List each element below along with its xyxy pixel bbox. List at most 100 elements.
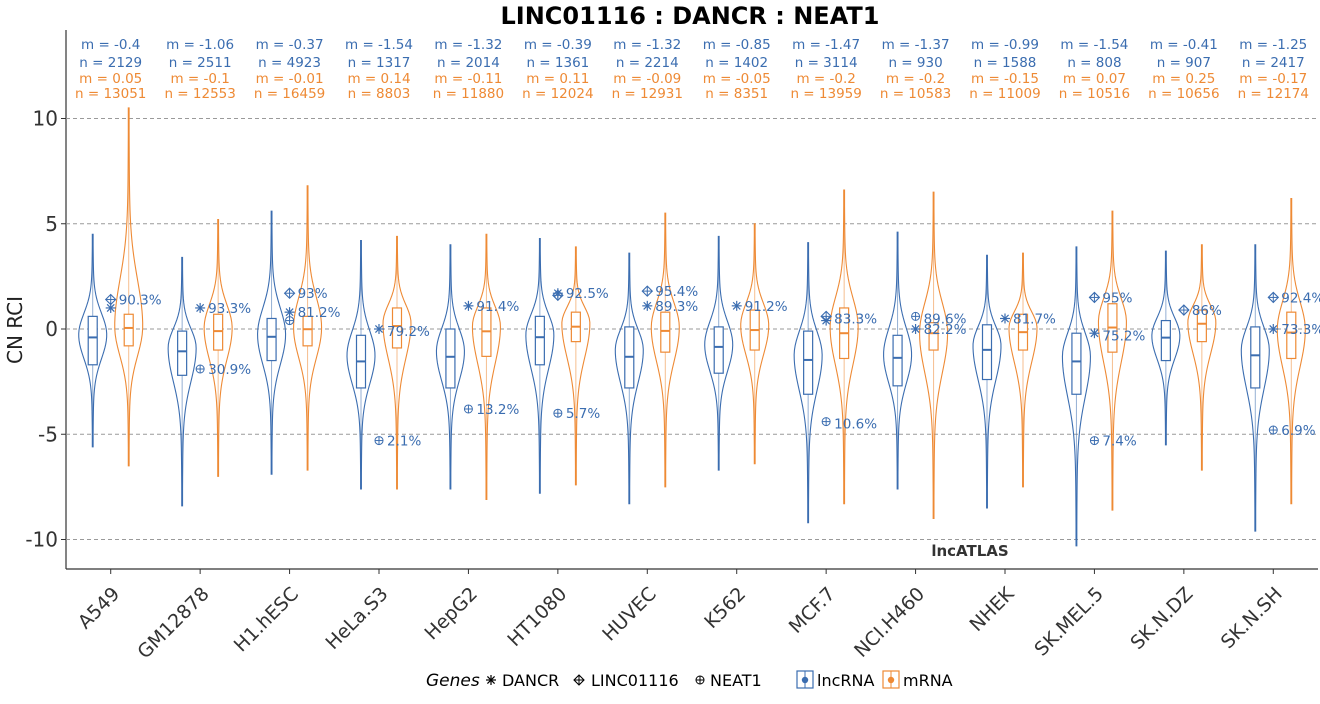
linc01116-marker bbox=[104, 293, 117, 306]
dancr-stroke bbox=[1090, 329, 1099, 338]
legend-title: Genes bbox=[426, 671, 480, 691]
dancr-marker bbox=[642, 300, 653, 311]
x-tick-label: SK.MEL.5 bbox=[1030, 583, 1108, 661]
mrna-box bbox=[928, 322, 939, 351]
stat-mrna-m: m = 0.25 bbox=[1152, 71, 1215, 87]
mrna-box bbox=[123, 313, 134, 347]
stat-mrna-n: n = 8803 bbox=[348, 86, 411, 102]
x-tick-label: HepG2 bbox=[421, 583, 482, 644]
legend-class-label: mRNA bbox=[903, 671, 953, 690]
stat-lnc-n: n = 1361 bbox=[526, 55, 589, 71]
stat-lnc-n: n = 808 bbox=[1067, 55, 1121, 71]
dancr-stroke bbox=[196, 303, 205, 312]
legend-key-dot bbox=[801, 676, 809, 684]
lncrna-box bbox=[1250, 326, 1261, 389]
stat-lnc-m: m = -0.4 bbox=[81, 37, 140, 53]
y-tick-label: 0 bbox=[45, 317, 58, 341]
legend-key-dot bbox=[887, 676, 895, 684]
x-tick-label: HUVEC bbox=[598, 583, 661, 646]
lncrna-violin bbox=[793, 242, 823, 524]
stat-lnc-m: m = -0.85 bbox=[703, 37, 771, 53]
neat1-marker bbox=[1089, 436, 1099, 446]
x-tick-label: SK.N.DZ bbox=[1126, 583, 1197, 654]
stat-lnc-n: n = 2511 bbox=[169, 55, 232, 71]
mrna-violin bbox=[919, 191, 949, 519]
stat-lnc-n: n = 1402 bbox=[705, 55, 768, 71]
linc01116-marker bbox=[1267, 291, 1280, 304]
neat1-marker bbox=[695, 675, 705, 685]
stat-mrna-n: n = 12174 bbox=[1238, 86, 1309, 102]
y-tick-label: -10 bbox=[25, 528, 58, 552]
neat1-marker bbox=[195, 364, 205, 374]
stat-lnc-n: n = 1317 bbox=[348, 55, 411, 71]
gene-percent-label: 73.3% bbox=[1281, 322, 1320, 338]
mrna-box bbox=[660, 311, 671, 353]
dancr-marker bbox=[374, 324, 384, 334]
gene-percent-label: 95% bbox=[1102, 290, 1132, 306]
gene-percent-label: 91.4% bbox=[476, 299, 519, 315]
y-tick-label: 10 bbox=[33, 107, 58, 131]
y-axis-label: CN RCI bbox=[3, 296, 27, 364]
mrna-box bbox=[302, 315, 313, 347]
gene-percent-label: 10.6% bbox=[834, 417, 877, 433]
gene-percent-label: 81.7% bbox=[1013, 311, 1056, 327]
stat-lnc-n: n = 2417 bbox=[1242, 55, 1305, 71]
neat1-marker bbox=[553, 408, 563, 418]
stat-mrna-m: m = -0.09 bbox=[613, 71, 681, 87]
stat-mrna-n: n = 13051 bbox=[75, 86, 146, 102]
neat1-marker bbox=[821, 417, 831, 427]
stat-lnc-m: m = -1.25 bbox=[1239, 37, 1307, 53]
stat-lnc-m: m = -1.32 bbox=[434, 37, 502, 53]
neat1-marker bbox=[911, 311, 921, 321]
dancr-stroke bbox=[1000, 314, 1010, 323]
gene-percent-label: 30.9% bbox=[208, 362, 251, 378]
linc01116-marker bbox=[820, 310, 832, 323]
dancr-stroke bbox=[911, 324, 920, 334]
stat-mrna-m: m = 0.11 bbox=[526, 71, 589, 87]
stat-mrna-n: n = 10583 bbox=[880, 86, 951, 102]
dancr-stroke bbox=[1269, 324, 1278, 334]
gene-percent-label: 93% bbox=[298, 286, 328, 302]
x-tick-label: HT1080 bbox=[503, 583, 571, 651]
x-tick-label: K562 bbox=[700, 583, 750, 633]
linc01116-marker bbox=[283, 287, 296, 299]
x-tick-label: MCF.7 bbox=[785, 583, 840, 638]
neat1-marker bbox=[374, 436, 384, 446]
stat-lnc-n: n = 3114 bbox=[795, 55, 858, 71]
stat-mrna-m: m = -0.1 bbox=[170, 71, 229, 87]
stat-mrna-n: n = 11880 bbox=[433, 86, 504, 102]
lncrna-box bbox=[713, 326, 724, 374]
mrna-box bbox=[1196, 309, 1207, 343]
stat-mrna-m: m = -0.15 bbox=[971, 71, 1039, 87]
stat-lnc-n: n = 930 bbox=[888, 55, 942, 71]
stat-mrna-m: m = -0.2 bbox=[886, 71, 945, 87]
gene-percent-label: 92.4% bbox=[1281, 290, 1320, 306]
lncrna-box bbox=[445, 328, 456, 389]
lncrna-violin bbox=[972, 254, 1002, 509]
mrna-box bbox=[1286, 311, 1297, 360]
gene-percent-label: 86% bbox=[1192, 303, 1222, 319]
mrna-violin bbox=[471, 233, 501, 501]
legend-item-dancr: DANCR bbox=[502, 671, 559, 690]
stat-mrna-m: m = 0.14 bbox=[347, 71, 410, 87]
lncrna-violin bbox=[78, 233, 108, 448]
linc01116-marker bbox=[641, 285, 654, 297]
gene-percent-label: 91.2% bbox=[745, 299, 788, 315]
stat-mrna-n: n = 10656 bbox=[1148, 86, 1219, 102]
dancr-stroke bbox=[285, 308, 294, 317]
lncrna-box bbox=[1071, 332, 1082, 395]
gene-percent-label: 13.2% bbox=[476, 402, 519, 418]
mrna-violin bbox=[650, 212, 680, 488]
legend-item-linc01116: LINC01116 bbox=[591, 671, 679, 690]
dancr-marker bbox=[1268, 324, 1279, 334]
stat-lnc-m: m = -0.37 bbox=[256, 37, 324, 53]
stat-lnc-m: m = -0.41 bbox=[1150, 37, 1218, 53]
dancr-stroke bbox=[374, 324, 384, 334]
